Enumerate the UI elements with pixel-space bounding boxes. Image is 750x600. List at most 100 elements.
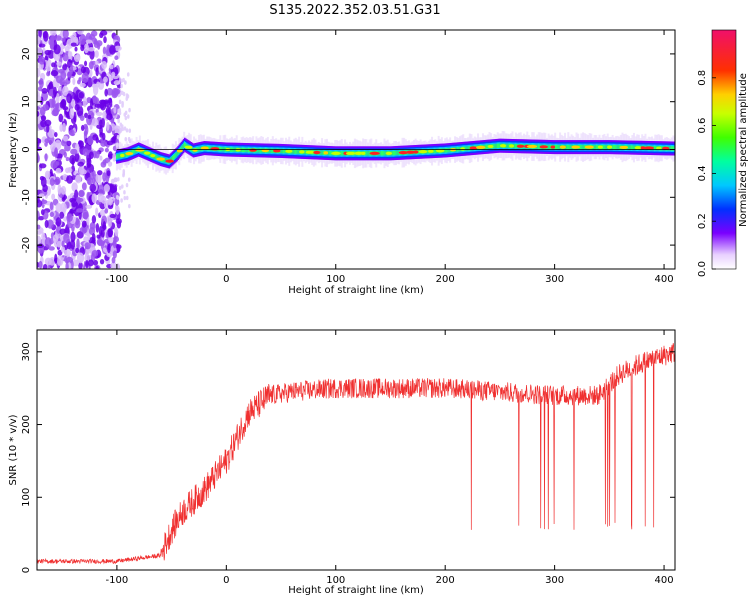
spectrogram-noise-blob (86, 177, 93, 186)
spectrogram-hotspot (184, 145, 193, 149)
spectrogram-noise-blob (53, 39, 58, 51)
snr-frame (36, 329, 676, 571)
spectrogram-noise-blob (117, 83, 121, 90)
spectrogram-noise-blob (46, 123, 50, 133)
colorbar-tick-label: 0.8 (697, 70, 708, 86)
spectrogram-noise-blob (113, 88, 121, 95)
spectrogram-ridge-core (515, 143, 518, 149)
spectrogram-noise-blob (37, 35, 41, 45)
spectrogram-noise-blob (89, 183, 97, 193)
snr-y-label: SNR (10 * v/v) (8, 414, 19, 485)
spectrogram-ridge-core (395, 150, 397, 156)
spectrogram-noise-blob (86, 216, 90, 226)
spectrogram-noise-blob (102, 220, 106, 231)
spectrogram-ridge-core (605, 144, 607, 150)
spectrogram-noise-blob (59, 211, 65, 219)
spectrogram-ridge-core (156, 155, 159, 160)
spectrogram-noise-blob (55, 92, 60, 103)
spectrogram-noise-blob (120, 83, 123, 89)
spectrogram-ridge-core (384, 151, 386, 156)
spectrogram-noise-blob (54, 35, 62, 41)
spectrogram-noise-blob (106, 140, 114, 146)
spectrogram-ridge-core (565, 144, 568, 150)
snr-x-ticks: -100 0 100 200 300 400 (106, 330, 674, 586)
spectrogram-ridge-core (246, 147, 248, 153)
spectrogram-ridge-core (628, 145, 630, 150)
spectrogram-noise-blob (37, 152, 40, 163)
spectrogram-hotspot (120, 153, 125, 158)
spectrogram-noise-blob (106, 113, 113, 121)
spectrogram-noise-blob (104, 208, 109, 214)
spectrogram-ridge-core (208, 146, 210, 151)
spectrogram-noise-blob (104, 147, 109, 153)
spectrogram-noise-blob (126, 72, 130, 77)
spectrogram-noise-blob (123, 190, 126, 195)
spectrogram-noise-blob (59, 228, 67, 235)
spectrogram-noise-blob (91, 193, 98, 204)
spectrogram-ridge-core (183, 142, 186, 147)
spectrogram-noise-blob (117, 118, 120, 124)
spectrogram-ridge-core (570, 144, 572, 150)
spectrogram-ridge-core (467, 146, 469, 151)
spectrogram-hotspot (619, 145, 629, 150)
spectrogram-hotspot (634, 146, 642, 150)
spectrogram-noise-blob (40, 115, 47, 122)
spectrogram-noise-blob (84, 242, 91, 250)
spectrogram-noise-blob (124, 80, 127, 85)
spectrogram-ridge-core (329, 150, 332, 156)
spectrogram-ridge-core (447, 147, 450, 153)
spectrogram-noise-blob (61, 37, 66, 42)
y-tick-label: 10 (21, 95, 32, 108)
colorbar-gradient (711, 29, 737, 270)
spectrogram-noise-blob (85, 204, 93, 209)
spectrogram-ridge-core (116, 154, 118, 159)
spectrogram-noise-blob (97, 184, 105, 194)
spectrogram-ridge-core (617, 145, 619, 150)
spectrogram-ridge-core (669, 146, 672, 151)
spectrogram-ridge-core (468, 146, 471, 151)
spectrogram-ridge-core (661, 146, 663, 151)
spectrogram-ridge-core (673, 146, 675, 151)
spectrogram-ridge-core (365, 151, 368, 156)
spectrogram-ridge-core (133, 149, 136, 154)
spectrogram-noise-blob (38, 193, 45, 198)
snr-y-ticks: 0 100 200 300 (21, 342, 675, 573)
spectrogram-noise-blob (128, 203, 131, 209)
spectrogram-hotspot (273, 149, 281, 153)
spectrogram-noise-blob (37, 137, 41, 144)
spectrogram-noise-blob (50, 70, 59, 77)
spectrogram-noise-blob (70, 148, 78, 155)
spectrogram-noise-blob (105, 105, 111, 116)
spectrogram-noise-blob (37, 243, 44, 249)
spectrogram-noise-blob (121, 101, 124, 106)
spectrogram-noise-blob (56, 255, 64, 267)
spectrogram-ridge-core (366, 151, 369, 156)
spectrogram-x-label: Height of straight line (km) (288, 285, 424, 296)
spectrogram-noise-blob (104, 88, 108, 97)
spectrogram-ridge-core (603, 144, 605, 150)
spectrogram-ridge-core (321, 150, 324, 155)
spectrogram-noise-blob (107, 203, 114, 210)
spectrogram-ridge-core (176, 152, 178, 157)
spectrogram-ridge-core (132, 149, 135, 155)
spectrogram-ridge-core (464, 146, 466, 151)
spectrogram-noise-blob (120, 78, 124, 83)
spectrogram-noise-blob (61, 240, 65, 247)
spectrogram-noise-blob (71, 182, 78, 192)
spectrogram-noise-blob (113, 106, 117, 114)
spectrogram-hotspot (487, 144, 494, 149)
spectrogram-ridge-core (292, 149, 294, 154)
spectrogram-ridge-core (181, 145, 184, 150)
spectrogram-ridge-core (631, 145, 634, 150)
spectrogram-noise-blob (44, 153, 48, 162)
spectrogram-ridge-core (367, 151, 370, 156)
x-tick-label: 300 (545, 274, 564, 285)
spectrogram-noise-blob (76, 252, 85, 264)
spectrogram-noise-blob (82, 96, 87, 108)
spectrogram-noise-blob (127, 114, 130, 119)
spectrogram-noise-blob (102, 132, 106, 141)
spectrogram-noise-blob (38, 30, 42, 38)
spectrogram-noise-blob (38, 260, 43, 269)
spectrogram-noise-blob (49, 39, 55, 50)
spectrogram-noise-blob (78, 140, 84, 148)
